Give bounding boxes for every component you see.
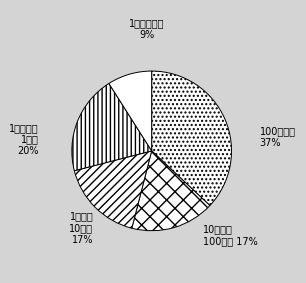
Text: 10億円～
100億円 17%: 10億円～ 100億円 17% <box>203 225 258 246</box>
Text: 1千万円以下
9%: 1千万円以下 9% <box>129 18 165 40</box>
Wedge shape <box>74 151 152 228</box>
Wedge shape <box>152 71 232 205</box>
Wedge shape <box>132 151 210 231</box>
Text: 1億円～
10億円
17%: 1億円～ 10億円 17% <box>69 211 93 245</box>
Wedge shape <box>109 71 152 151</box>
Text: 1千万円～
1億円
20%: 1千万円～ 1億円 20% <box>9 123 39 156</box>
Text: 100億円～
37%: 100億円～ 37% <box>260 126 296 148</box>
Wedge shape <box>72 83 152 171</box>
